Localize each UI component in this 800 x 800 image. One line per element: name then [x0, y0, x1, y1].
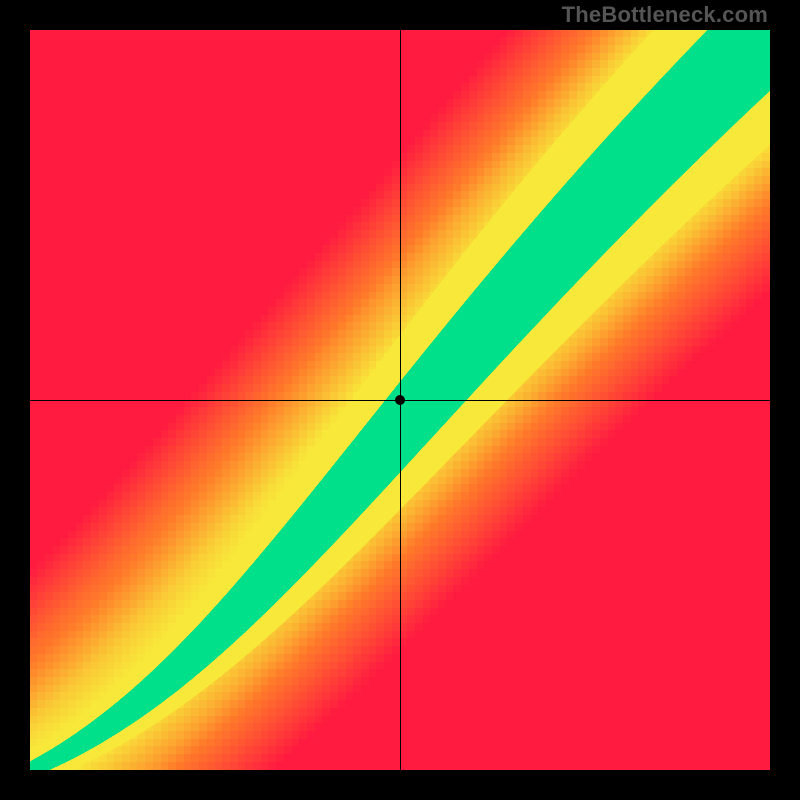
chart-frame: TheBottleneck.com [0, 0, 800, 800]
crosshair-marker [395, 395, 405, 405]
plot-area [30, 30, 770, 770]
watermark-text: TheBottleneck.com [562, 2, 768, 28]
